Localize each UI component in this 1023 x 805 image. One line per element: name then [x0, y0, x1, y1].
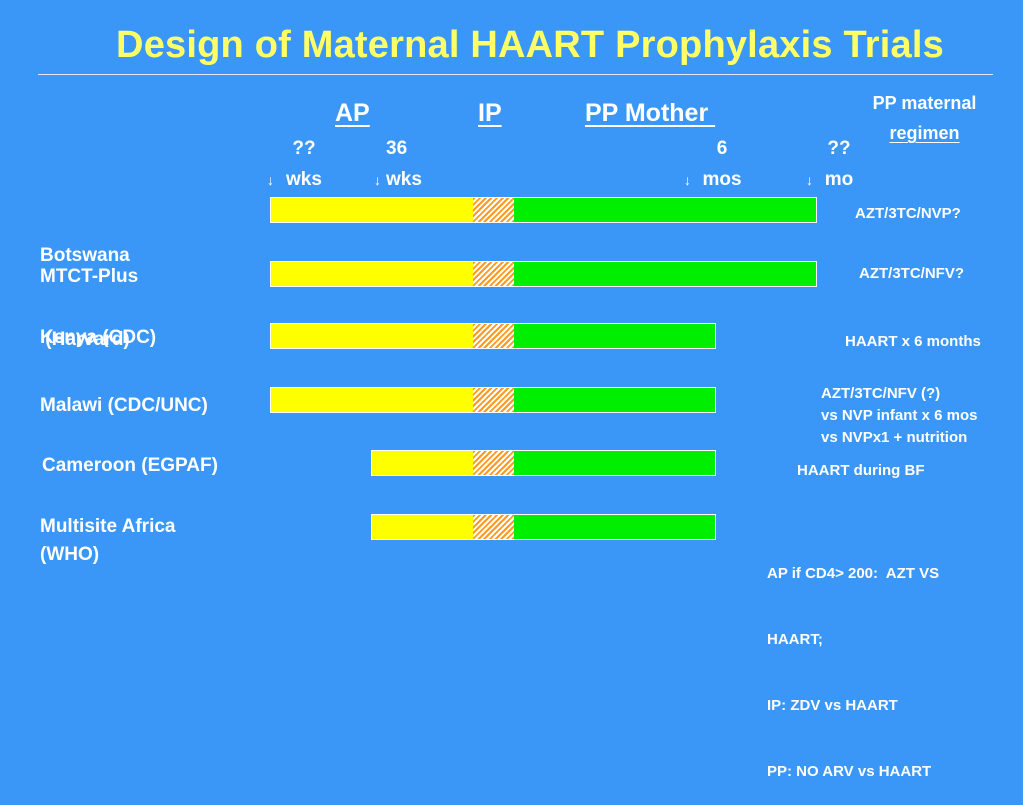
- title-divider: [38, 74, 993, 75]
- antepartum-segment: [372, 451, 473, 475]
- trial-label-line: Kenya (CDC): [40, 327, 157, 348]
- regimen-multisite-africa: AP if CD4> 200: AZT VS HAART; IP: ZDV vs…: [767, 519, 939, 805]
- slide-title: Design of Maternal HAART Prophylaxis Tri…: [116, 24, 944, 66]
- timeline-bar-mtct-plus: [270, 261, 817, 287]
- arrow-down-icon: ↓: [267, 172, 274, 188]
- arrow-down-icon: ↓: [684, 172, 691, 188]
- trial-label-mtct-plus: MTCT-Plus: [40, 263, 138, 291]
- antepartum-segment: [271, 324, 473, 348]
- marker-36-wks-value: 36: [386, 138, 408, 159]
- phase-ip-header: IP: [478, 99, 502, 127]
- regimen-line: HAART x 6 months: [845, 333, 981, 350]
- postpartum-segment: [514, 198, 816, 222]
- marker-6-mos-value: 6: [716, 138, 728, 159]
- trial-label-line: Botswana: [40, 245, 130, 266]
- regimen-line: IP: ZDV vs HAART: [767, 697, 898, 714]
- postpartum-segment: [514, 451, 715, 475]
- postpartum-segment: [514, 515, 715, 539]
- antepartum-segment: [271, 262, 473, 286]
- regimen-mtct-plus: AZT/3TC/NFV?: [859, 263, 964, 285]
- pp-maternal-regimen-header: PP maternal regimen: [852, 88, 997, 148]
- trial-label-line: (WHO): [40, 544, 100, 565]
- arrow-down-icon: ↓: [374, 172, 381, 188]
- regimen-line: PP: NO ARV vs HAART: [767, 763, 932, 780]
- intrapartum-segment: [473, 388, 514, 412]
- pp-maternal-label: PP maternal: [872, 93, 977, 113]
- trial-label-cameroon: Cameroon (EGPAF): [42, 452, 218, 480]
- phase-pp-mother-header: PP Mother: [585, 99, 716, 127]
- regimen-line: AP if CD4> 200: AZT VS: [767, 565, 940, 582]
- phase-ap-header: AP: [335, 99, 370, 127]
- antepartum-segment: [271, 388, 473, 412]
- intrapartum-segment: [473, 198, 514, 222]
- regimen-label: regimen: [889, 123, 960, 143]
- marker-6-mos-unit: mos: [702, 169, 742, 190]
- regimen-line: vs NVPx1 + nutrition: [821, 429, 968, 446]
- trial-label-line: Malawi (CDC/UNC): [40, 395, 208, 416]
- marker-end-pp: ?? mo: [817, 133, 861, 195]
- marker-end-pp-unit: mo: [824, 169, 854, 190]
- antepartum-segment: [271, 198, 473, 222]
- trial-label-multisite-africa: Multisite Africa (WHO): [40, 513, 176, 569]
- timeline-bar-kenya: [270, 323, 716, 349]
- marker-6-mos: 6 mos: [697, 133, 747, 195]
- marker-start-ap-value: ??: [292, 138, 316, 159]
- regimen-line: AZT/3TC/NFV?: [859, 265, 964, 282]
- timeline-bar-malawi: [270, 387, 716, 413]
- regimen-line: AZT/3TC/NFV (?): [821, 385, 941, 402]
- postpartum-segment: [514, 388, 715, 412]
- trial-label-line: (Harvard): [40, 329, 130, 350]
- postpartum-segment: [514, 262, 816, 286]
- regimen-malawi: AZT/3TC/NFV (?) vs NVP infant x 6 mos vs…: [821, 383, 977, 449]
- intrapartum-segment: [473, 262, 514, 286]
- regimen-line: vs NVP infant x 6 mos: [821, 407, 978, 424]
- timeline-bar-multisite-africa: [371, 514, 716, 540]
- regimen-kenya: HAART x 6 months: [845, 331, 981, 353]
- marker-start-ap-unit: wks: [286, 169, 322, 190]
- arrow-down-icon: ↓: [806, 172, 813, 188]
- regimen-line: HAART during BF: [797, 462, 925, 479]
- intrapartum-segment: [473, 451, 514, 475]
- regimen-line: AZT/3TC/NVP?: [855, 205, 961, 222]
- trial-label-kenya: Kenya (CDC): [40, 324, 156, 352]
- postpartum-segment: [514, 324, 715, 348]
- trial-label-line: Cameroon (EGPAF): [42, 455, 218, 476]
- trial-label-botswana: Botswana (Harvard): [40, 186, 130, 382]
- intrapartum-segment: [473, 515, 514, 539]
- regimen-botswana: AZT/3TC/NVP?: [855, 203, 961, 225]
- trial-label-line: Multisite Africa: [40, 516, 176, 537]
- intrapartum-segment: [473, 324, 514, 348]
- regimen-cameroon: HAART during BF: [797, 460, 924, 482]
- regimen-line: HAART;: [767, 631, 823, 648]
- marker-start-ap: ?? wks: [281, 133, 327, 195]
- marker-36-wks: 36 wks: [386, 133, 436, 195]
- timeline-bar-cameroon: [371, 450, 716, 476]
- marker-36-wks-unit: wks: [386, 169, 422, 190]
- antepartum-segment: [372, 515, 473, 539]
- timeline-bar-botswana: [270, 197, 817, 223]
- trial-label-malawi: Malawi (CDC/UNC): [40, 392, 208, 420]
- marker-end-pp-value: ??: [827, 138, 851, 159]
- trial-label-line: MTCT-Plus: [40, 266, 139, 287]
